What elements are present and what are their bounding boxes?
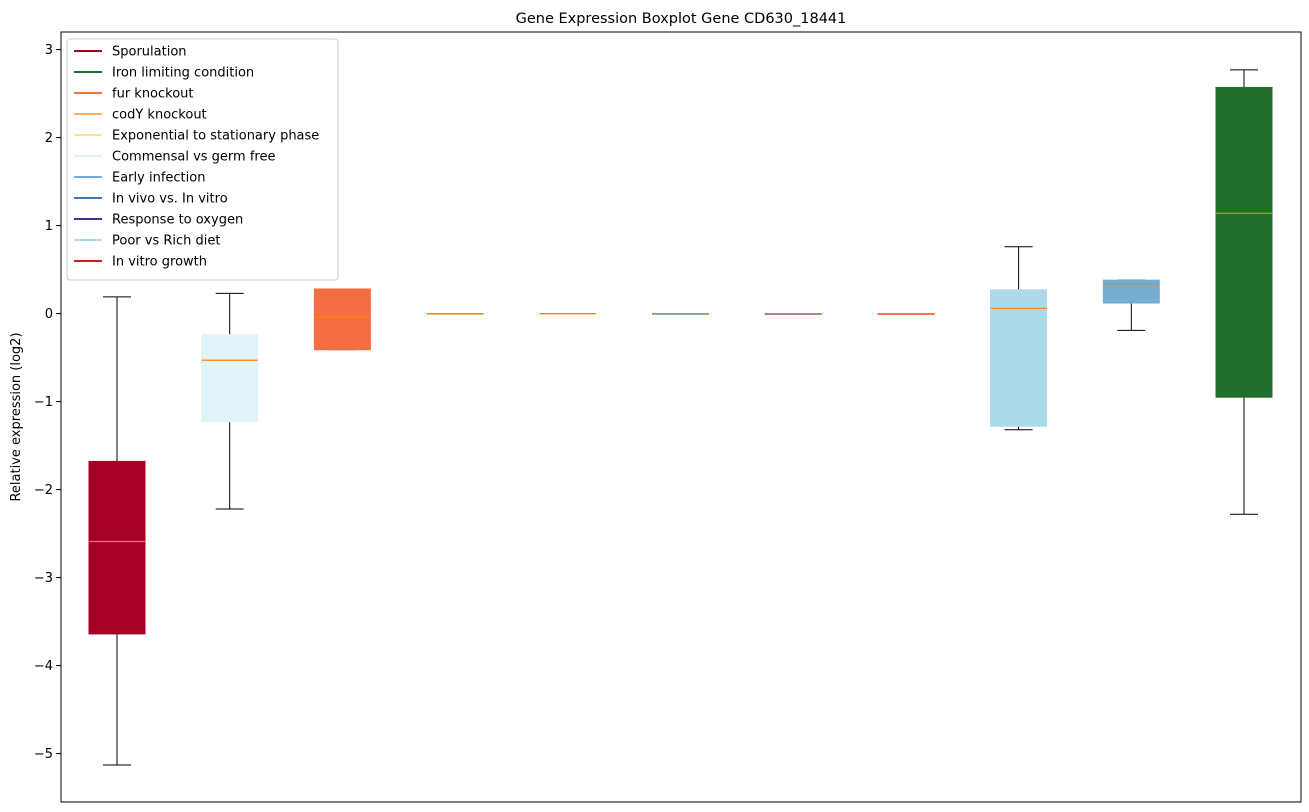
legend-item-label: In vitro growth <box>112 255 207 270</box>
box <box>313 288 371 351</box>
plot-frame <box>60 31 1302 803</box>
y-tick-label: −3 <box>34 571 53 586</box>
box-group <box>652 313 709 315</box>
y-tick-label: −1 <box>34 395 53 410</box>
box <box>1215 86 1273 398</box>
legend-item-label: fur knockout <box>112 87 194 102</box>
box-group <box>1102 279 1160 331</box>
legend-item-label: Response to oxygen <box>112 213 243 228</box>
y-tick-label: −5 <box>34 747 53 762</box>
box-group <box>764 313 822 315</box>
y-tick-label: 1 <box>45 219 53 234</box>
box-group <box>1215 69 1273 515</box>
y-tick-label: 3 <box>45 43 53 58</box>
legend-item-label: In vivo vs. In vitro <box>112 192 228 207</box>
legend-item-label: Exponential to stationary phase <box>112 129 319 144</box>
box <box>1102 279 1160 304</box>
box-group <box>426 313 484 315</box>
legend-item-label: Poor vs Rich diet <box>112 234 220 249</box>
y-tick-label: −2 <box>34 483 53 498</box>
legend-item-label: Early infection <box>112 171 205 186</box>
y-tick-label: 2 <box>45 131 53 146</box>
y-tick-label: −4 <box>34 659 53 674</box>
box-group <box>313 288 371 351</box>
box <box>201 334 259 423</box>
box <box>990 289 1048 427</box>
box <box>88 460 146 635</box>
legend: Sporulation Iron limiting condition fur kn… <box>66 38 339 281</box>
box-group <box>877 313 935 315</box>
y-axis: −5 −4 −3 −2 −1 0 1 2 3 <box>34 43 61 762</box>
y-tick-label: 0 <box>45 307 53 322</box>
legend-item-label: Iron limiting condition <box>112 66 254 81</box>
legend-item-label: codY knockout <box>112 108 207 123</box>
box-group <box>539 313 597 315</box>
y-axis-label: Relative expression (log2) <box>9 332 24 501</box>
legend-item-label: Commensal vs germ free <box>112 150 275 165</box>
box-group <box>990 246 1048 431</box>
box-group <box>88 296 146 766</box>
legend-box <box>66 38 339 281</box>
boxes-layer <box>88 69 1273 766</box>
chart-title: Gene Expression Boxplot Gene CD630_18441 <box>516 11 847 27</box>
legend-item-label: Sporulation <box>112 45 187 60</box>
box-group <box>201 292 259 510</box>
